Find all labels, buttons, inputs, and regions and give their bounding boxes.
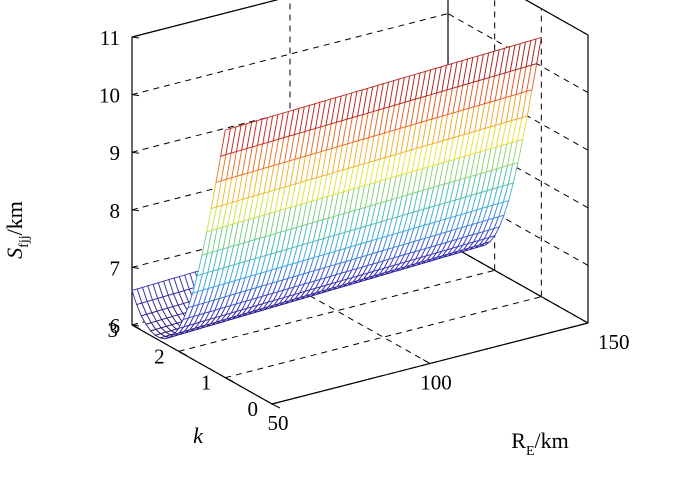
z-axis-label: Sfjj/km: [2, 201, 32, 259]
z-tick-mark: [131, 151, 140, 154]
box-edge: [447, 243, 589, 324]
y-tick-label: 1: [201, 371, 212, 395]
z-tick-mark: [131, 36, 140, 39]
z-tick-mark: [131, 209, 140, 212]
surface-mesh: [131, 36, 542, 340]
grid-line: [524, 0, 589, 36]
z-tick-mark: [131, 94, 140, 97]
box-edge: [524, 0, 589, 36]
y-axis-label: k: [193, 423, 204, 448]
z-tick-label: 10: [99, 84, 120, 108]
z-tick-label: 11: [100, 26, 120, 50]
y-tick-label: 3: [108, 318, 119, 342]
z-tick-label: 8: [110, 199, 121, 223]
x-tick-label: 100: [420, 371, 452, 395]
y-tick-mark: [225, 377, 234, 383]
y-tick-mark: [178, 350, 187, 356]
box-edge: [131, 0, 279, 38]
grid-line: [289, 284, 431, 364]
y-tick-mark: [131, 324, 141, 330]
z-tick-mark: [131, 266, 140, 269]
x-tick-mark: [580, 318, 589, 324]
grid-line: [225, 296, 542, 379]
x-tick-label: 50: [268, 411, 289, 435]
y-tick-label: 2: [154, 344, 165, 368]
y-axis-line: [131, 324, 273, 405]
tick-labels: 6 7 8 9 10 11 0 1 2 3 50 100 150: [99, 26, 630, 435]
x-axis-label: RE/km: [511, 428, 568, 459]
x-tick-mark: [422, 359, 431, 364]
x-tick-mark: [264, 399, 273, 405]
z-tick-label: 7: [110, 256, 121, 280]
y-tick-mark: [271, 403, 281, 409]
z-tick-label: 6: [110, 314, 121, 338]
surface-cell: [530, 36, 542, 66]
z-tick-label: 9: [110, 141, 121, 165]
y-tick-label: 0: [248, 397, 259, 421]
x-tick-label: 150: [598, 330, 630, 354]
